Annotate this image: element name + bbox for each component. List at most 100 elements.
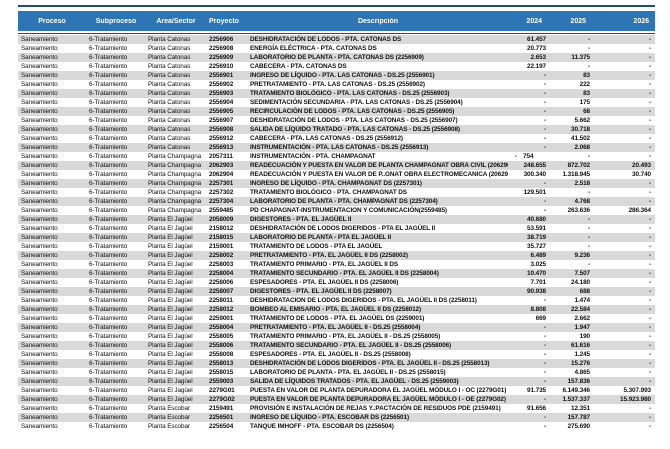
cell-2024[interactable]: - <box>543 126 546 133</box>
cell-proceso[interactable]: Saneamiento <box>21 153 58 160</box>
cell-2024[interactable]: 38.719 <box>527 234 546 241</box>
cell-subproceso[interactable]: 6-Tratamiento <box>89 396 128 403</box>
cell-area-sector[interactable]: Planta Champagna <box>148 189 202 196</box>
cell-2025[interactable]: 190 <box>579 333 590 340</box>
cell-proyecto[interactable]: 2258002 <box>209 252 234 259</box>
cell-2026[interactable]: - <box>648 369 651 376</box>
cell-2026[interactable]: - <box>648 360 651 367</box>
cell-descripcion[interactable]: DESHIDRATACIÓN DE LODOS DIGERIDOS - PTA … <box>250 225 435 232</box>
cell-subproceso[interactable]: 6-Tratamiento <box>89 387 128 394</box>
cell-subproceso[interactable]: 6-Tratamiento <box>89 36 128 43</box>
cell-area-sector[interactable]: Planta Catonas <box>148 72 191 79</box>
cell-subproceso[interactable]: 6-Tratamiento <box>89 324 128 331</box>
cell-descripcion[interactable]: ESPESADORES - PTA. EL JAGÜEL II DS (2258… <box>250 279 399 286</box>
cell-proceso[interactable]: Saneamiento <box>21 162 58 169</box>
cell-2026[interactable]: - <box>648 108 651 115</box>
cell-proyecto[interactable]: 2279G01 <box>209 387 235 394</box>
cell-area-sector[interactable]: Planta Escobar <box>148 405 190 412</box>
cell-descripcion[interactable]: TRATAMIENTO SECUNDARIO - PTA. EL JAGÜEL … <box>250 342 452 349</box>
cell-area-sector[interactable]: Planta El Jagüel <box>148 396 193 403</box>
column-header-2026[interactable]: 2026 <box>633 17 649 25</box>
cell-2026[interactable]: - <box>648 180 651 187</box>
cell-2025[interactable]: - <box>587 45 590 52</box>
cell-descripcion[interactable]: PD CHAPAGNAT-INSTRUMENTACION Y COMUNICAC… <box>250 207 447 214</box>
column-header-subproceso[interactable]: Subproceso <box>95 17 137 25</box>
cell-proyecto[interactable]: 2256504 <box>209 423 234 430</box>
cell-2026[interactable]: - <box>648 252 651 259</box>
cell-2025[interactable]: 872.702 <box>567 162 591 169</box>
cell-2026[interactable]: - <box>648 36 651 43</box>
column-header-descripcion[interactable]: Descripción <box>357 17 399 25</box>
cell-proyecto[interactable]: 2062904 <box>209 171 234 178</box>
cell-subproceso[interactable]: 6-Tratamiento <box>89 189 128 196</box>
cell-2025[interactable]: 157.787 <box>567 414 591 421</box>
cell-subproceso[interactable]: 6-Tratamiento <box>89 216 128 223</box>
cell-descripcion[interactable]: PUESTA EN VALOR DE PLANTA DEPURADORA EL … <box>250 396 506 403</box>
cell-2025[interactable]: 83 <box>583 72 590 79</box>
cell-proyecto[interactable]: 2558008 <box>209 351 234 358</box>
cell-descripcion[interactable]: CABECERA - PTA. CATONAS DS <box>250 63 347 70</box>
cell-2025[interactable]: 222 <box>579 81 590 88</box>
cell-2025[interactable]: 688 <box>579 288 590 295</box>
cell-proceso[interactable]: Saneamiento <box>21 216 58 223</box>
cell-2026[interactable]: - <box>648 261 651 268</box>
cell-2026[interactable]: - <box>648 243 651 250</box>
cell-subproceso[interactable]: 6-Tratamiento <box>89 63 128 70</box>
cell-area-sector[interactable]: Planta El Jagüel <box>148 225 193 232</box>
cell-area-sector[interactable]: Planta El Jagüel <box>148 378 193 385</box>
cell-area-sector[interactable]: Planta Catonas <box>148 117 191 124</box>
cell-descripcion[interactable]: TRATAMIENTO BIOLÓGICO - PTA. LAS CATONAS… <box>250 90 450 97</box>
cell-proceso[interactable]: Saneamiento <box>21 288 58 295</box>
cell-descripcion[interactable]: SEDIMENTACIÓN SECUNDARIA - PTA. LAS CATO… <box>250 99 463 106</box>
column-header-area-sector[interactable]: Área/Sector <box>156 17 196 25</box>
cell-proyecto[interactable]: 2556912 <box>209 135 234 142</box>
cell-descripcion[interactable]: DESHIDRATACION DE LODOS DIGERIDOS - PTA.… <box>250 297 477 304</box>
cell-2025[interactable]: - <box>587 189 590 196</box>
cell-area-sector[interactable]: Planta El Jagüel <box>148 351 193 358</box>
cell-area-sector[interactable]: Planta El Jagüel <box>148 387 193 394</box>
cell-proyecto[interactable]: 2256908 <box>209 45 234 52</box>
cell-2026[interactable]: - <box>648 99 651 106</box>
cell-2024[interactable]: - <box>543 99 546 106</box>
cell-2024[interactable]: - <box>543 81 546 88</box>
cell-area-sector[interactable]: Planta El Jagüel <box>148 297 193 304</box>
cell-2025[interactable]: - <box>587 153 590 160</box>
cell-proceso[interactable]: Saneamiento <box>21 108 58 115</box>
cell-descripcion[interactable]: TRATAMIENTO BIOLÓGICO - PTA. CHAMPAGNAT … <box>250 189 407 196</box>
cell-descripcion[interactable]: INSTRUMENTACIÓN - PTA. LAS CATONAS - DS.… <box>250 144 429 151</box>
cell-proceso[interactable]: Saneamiento <box>21 63 58 70</box>
cell-area-sector[interactable]: Planta Champagna <box>148 180 202 187</box>
cell-proyecto[interactable]: 2559003 <box>209 378 234 385</box>
cell-subproceso[interactable]: 6-Tratamiento <box>89 144 128 151</box>
cell-descripcion[interactable]: BOMBEO AL EMISARIO - PTA. EL JAGÜEL II D… <box>250 306 422 313</box>
cell-proyecto[interactable]: 2259001 <box>209 315 234 322</box>
cell-subproceso[interactable]: 6-Tratamiento <box>89 99 128 106</box>
cell-proyecto[interactable]: 2257302 <box>209 189 234 196</box>
cell-proceso[interactable]: Saneamiento <box>21 396 58 403</box>
cell-proceso[interactable]: Saneamiento <box>21 342 58 349</box>
cell-2025[interactable]: 2.068 <box>574 144 591 151</box>
cell-subproceso[interactable]: 6-Tratamiento <box>89 414 128 421</box>
cell-2026[interactable]: - <box>648 351 651 358</box>
cell-proceso[interactable]: Saneamiento <box>21 171 58 178</box>
cell-descripcion[interactable]: TRATAMIENTO PRIMARIO - PTA. EL JAGÜEL II… <box>250 261 399 268</box>
cell-descripcion[interactable]: READECUACIÓN Y PUESTA EN VALOR DE P..GNA… <box>250 171 508 178</box>
cell-proceso[interactable]: Saneamiento <box>21 279 58 286</box>
cell-proceso[interactable]: Saneamiento <box>21 261 58 268</box>
cell-subproceso[interactable]: 6-Tratamiento <box>89 270 128 277</box>
cell-2025[interactable]: 6.149.346 <box>562 387 590 394</box>
cell-subproceso[interactable]: 6-Tratamiento <box>89 54 128 61</box>
cell-descripcion[interactable]: CABECERA - PTA. LAS CATONAS - DS.25 (255… <box>250 135 403 142</box>
cell-2025[interactable]: 175 <box>579 99 590 106</box>
cell-descripcion[interactable]: SALIDA DE LÍQUIDO TRATADO - PTA. LAS CAT… <box>250 126 460 133</box>
cell-proceso[interactable]: Saneamiento <box>21 126 58 133</box>
cell-subproceso[interactable]: 6-Tratamiento <box>89 180 128 187</box>
cell-area-sector[interactable]: Planta El Jagüel <box>148 252 193 259</box>
cell-2024[interactable]: 10.470 <box>527 270 546 277</box>
cell-2025[interactable]: 157.836 <box>567 378 591 385</box>
cell-descripcion[interactable]: LABORATORIO DE PLANTA - PTA EL JAGÜEL II <box>250 234 392 241</box>
cell-descripcion[interactable]: TANQUE IMHOFF - PTA. ESCOBAR DS (2256504… <box>250 423 394 430</box>
cell-2025[interactable]: - <box>587 225 590 232</box>
cell-area-sector[interactable]: Planta Catonas <box>148 108 191 115</box>
cell-2025[interactable]: 30.718 <box>571 126 590 133</box>
